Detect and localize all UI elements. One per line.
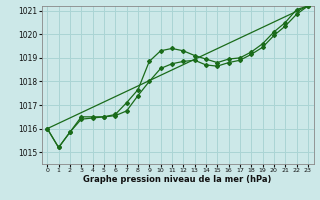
X-axis label: Graphe pression niveau de la mer (hPa): Graphe pression niveau de la mer (hPa) bbox=[84, 175, 272, 184]
